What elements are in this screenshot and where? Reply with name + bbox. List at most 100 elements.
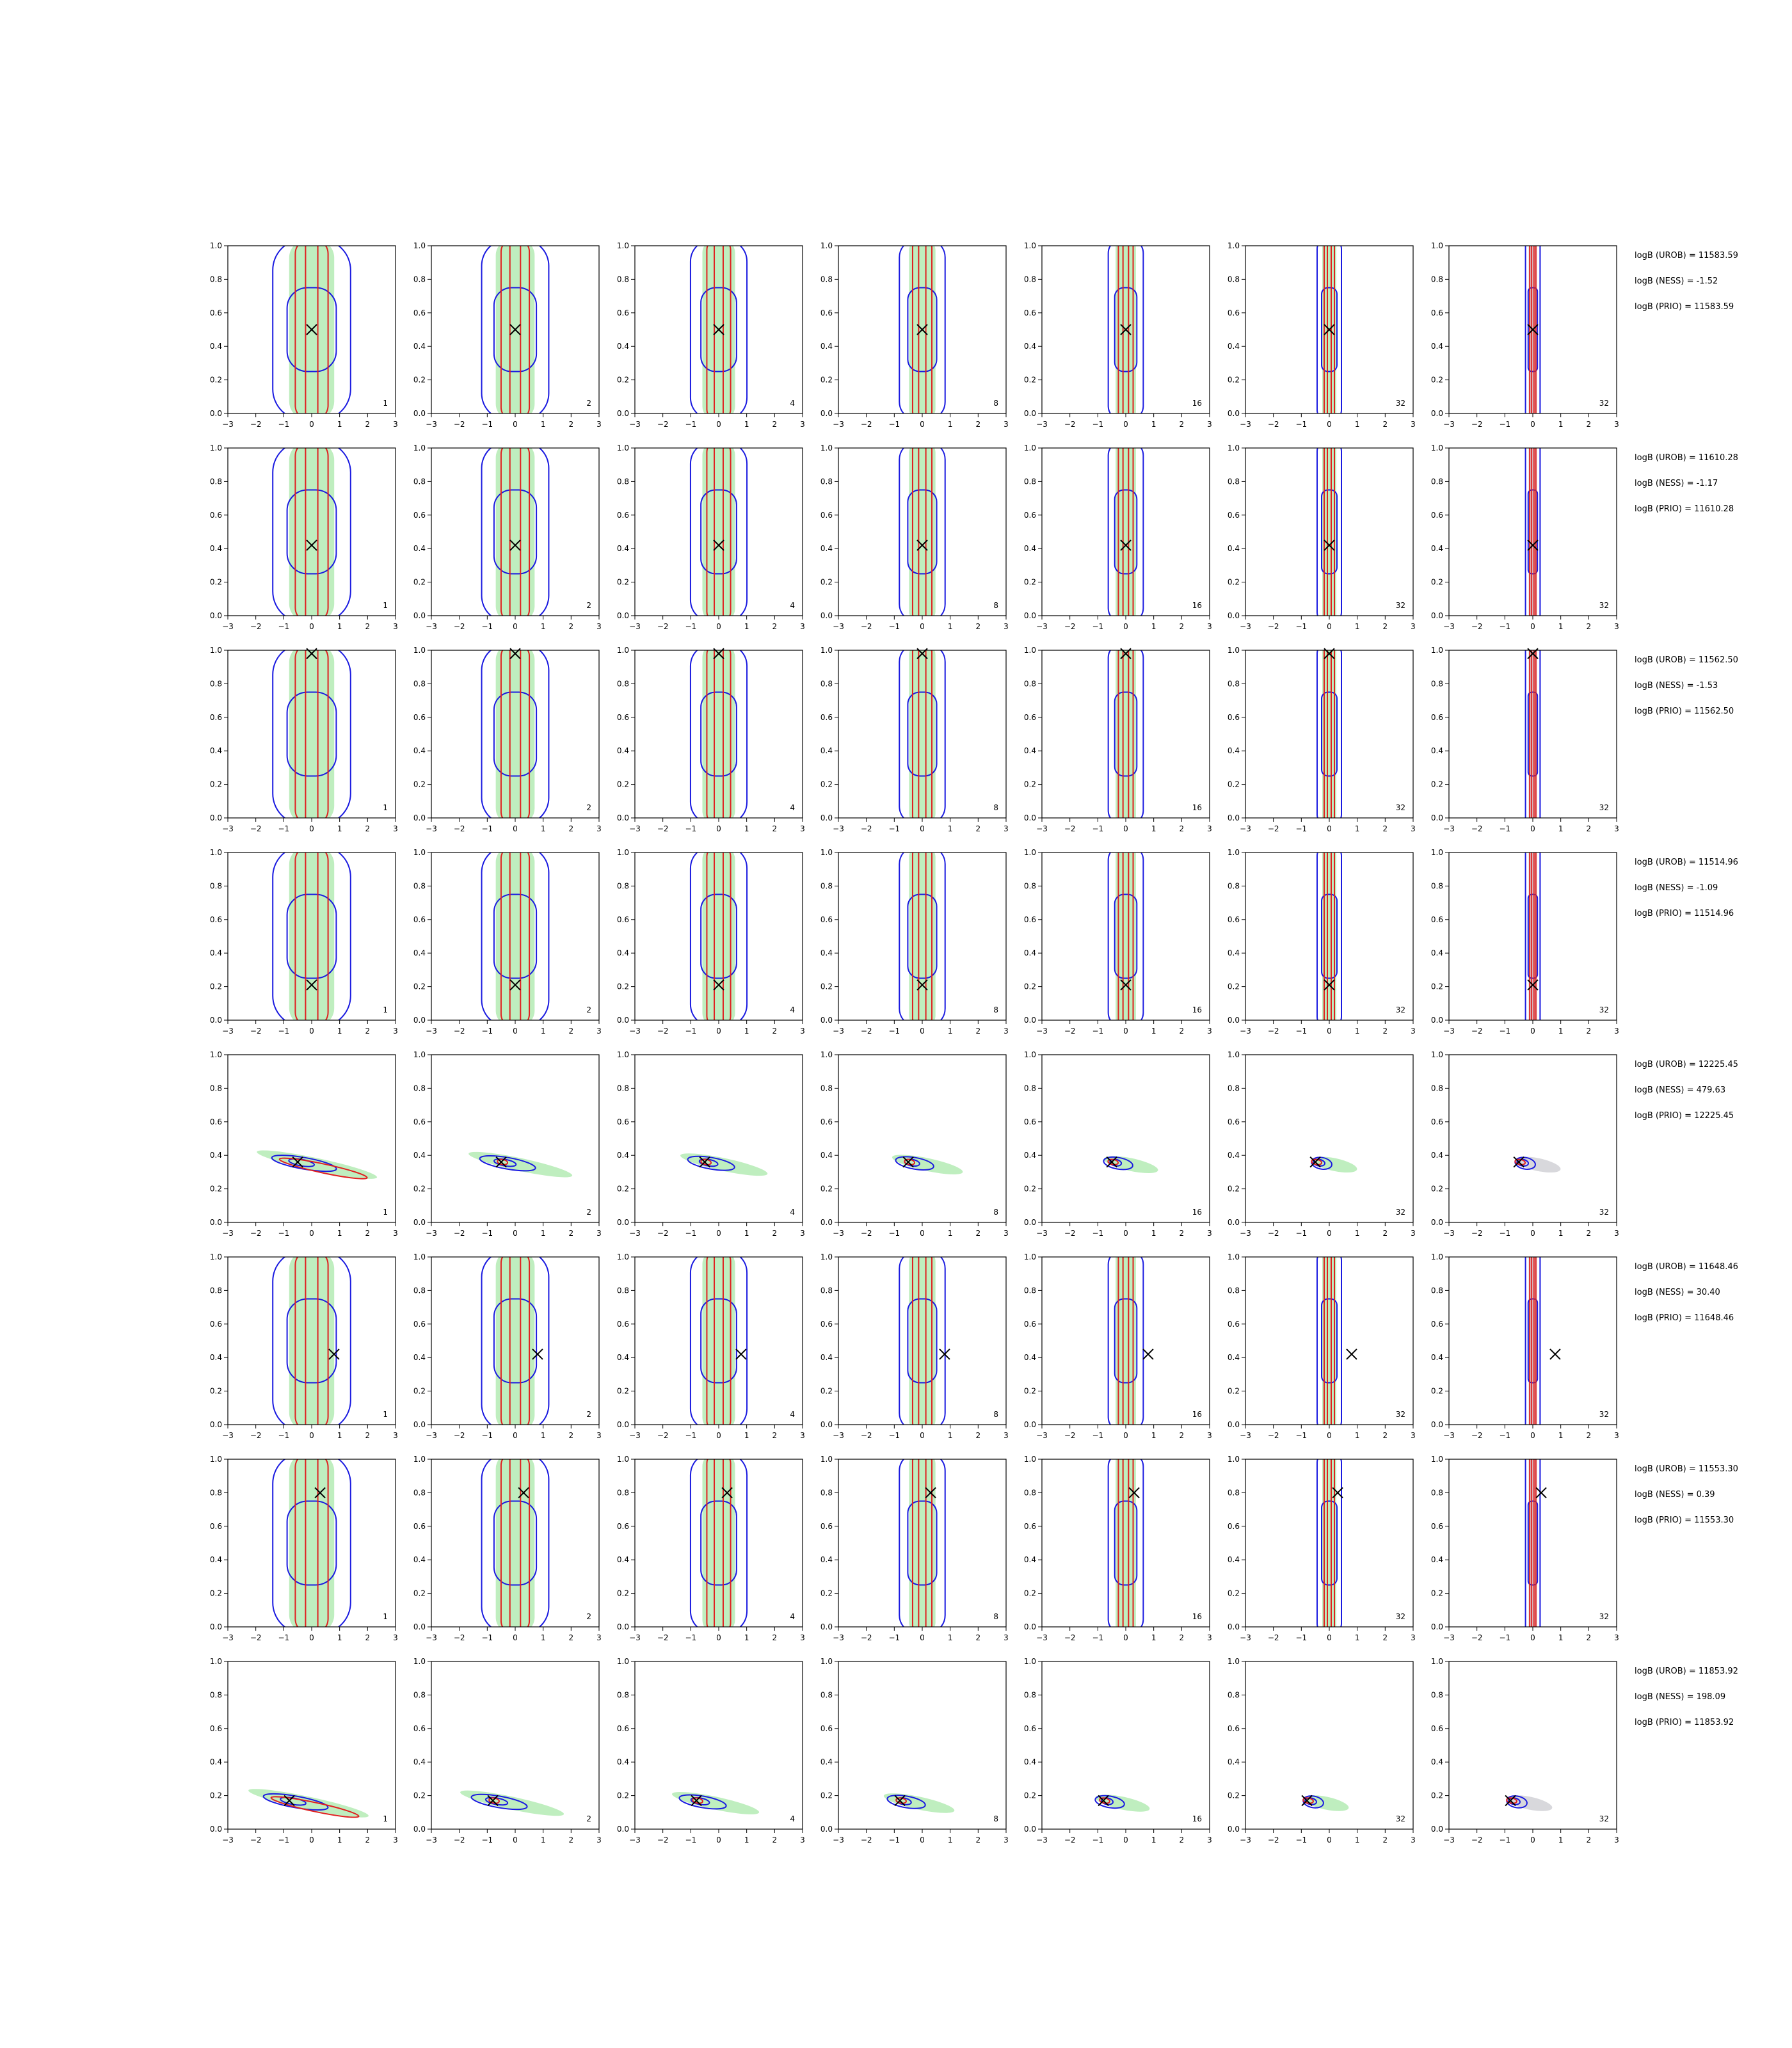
x-tick-label: −1 [278,420,289,429]
y-tick-label: 0.6 [1431,1320,1443,1329]
y-tick-label: 0.6 [617,915,629,924]
x-tick-label: 2 [772,824,778,833]
red-contour-inner [1327,448,1332,616]
x-tick-label: −3 [222,1229,234,1238]
x-tick-label: −2 [1471,1229,1483,1238]
logb-annotation: logB (NESS) = -1.53 [1635,681,1718,691]
y-tick-label: 0.2 [1431,1387,1443,1396]
red-contour-inner [509,1459,522,1627]
y-tick-label: 0.6 [617,1117,629,1126]
panel-count-label: 1 [383,1814,388,1823]
y-tick-label: 0.4 [617,1353,629,1362]
x-tick-label: −1 [481,1836,493,1844]
x-tick-label: −1 [888,622,900,631]
y-tick-label: 0.6 [210,713,222,722]
blue-contour-outer [481,1459,550,1627]
x-tick-label: 0 [716,420,721,429]
y-tick-label: 0.8 [413,477,426,486]
y-tick-label: 0.6 [1024,915,1036,924]
red-contour-inner [1122,246,1130,413]
blue-contour-inner [493,1500,538,1586]
y-tick-label: 0.0 [210,1825,222,1834]
plot-area [272,1459,351,1627]
blue-contour-outer [272,448,351,616]
y-tick-label: 0.4 [210,1353,222,1362]
red-contour-inner [1327,650,1332,818]
x-tick-label: −2 [1268,1633,1279,1642]
x-tick-label: −1 [481,1229,493,1238]
x-tick-label: −3 [1443,824,1455,833]
x-tick-label: 1 [1355,1229,1360,1238]
x-tick-label: 0 [920,1633,925,1642]
x-tick-label: −3 [1443,420,1455,429]
x-tick-label: 1 [744,1027,749,1036]
density-fill [883,1793,955,1813]
x-tick-label: 1 [1151,1229,1156,1238]
x-tick-label: 3 [1004,1836,1009,1844]
x-tick-label: −3 [1036,420,1048,429]
x-tick-label: 0 [513,824,518,833]
plot-area [272,1257,351,1425]
plot-area [460,1790,564,1816]
red-contour-inner [305,246,319,413]
truth-marker [284,1795,295,1807]
x-tick-label: 0 [309,622,314,631]
panel-count-label: 1 [383,1410,388,1419]
blue-contour-outer [1316,852,1342,1020]
panel-r2-c6: −3 −2 −1 0 1 2 3 0.0 0.2 0.4 0.6 0.8 1.0 32 [1228,444,1416,631]
y-tick-label: 0.4 [413,1151,426,1160]
truth-marker [916,540,928,551]
panel-count-label: 32 [1396,803,1405,812]
x-tick-label: 0 [716,622,721,631]
red-contour-outer [706,1257,732,1425]
x-tick-label: −3 [1443,622,1455,631]
red-contour-outer [1324,650,1335,818]
x-tick-label: 3 [1207,1836,1212,1844]
y-tick-label: 0.8 [1024,275,1036,284]
x-tick-label: 3 [1207,1229,1212,1238]
y-tick-label: 0.4 [617,1555,629,1564]
x-tick-label: 0 [309,1027,314,1036]
y-tick-label: 0.4 [617,1757,629,1766]
axes-frame [1448,1054,1617,1223]
x-tick-label: 3 [1004,420,1009,429]
blue-contour-inner [286,489,337,575]
x-tick-label: 2 [772,622,778,631]
x-tick-label: 0 [1123,1229,1128,1238]
x-tick-label: 3 [393,824,398,833]
x-tick-label: 0 [716,824,721,833]
red-contour-inner [1531,1257,1535,1425]
x-tick-label: −2 [861,824,872,833]
y-tick-label: 0.8 [1024,1084,1036,1092]
y-tick-label: 0.6 [413,713,426,722]
red-contour-outer [500,1257,531,1425]
x-tick-label: 3 [596,1836,602,1844]
x-tick-label: −3 [1240,1027,1251,1036]
density-fill [460,1790,564,1816]
red-contour-outer [1324,1459,1335,1627]
x-tick-label: 2 [1383,622,1388,631]
density-fill [495,448,535,616]
blue-contour-outer [271,1155,337,1172]
plot-area [1316,448,1342,616]
panel-count-label: 1 [383,1208,388,1217]
red-contour-outer [500,1459,531,1627]
blue-contour-outer [1524,246,1541,413]
x-tick-label: 1 [541,622,546,631]
plot-area [1107,1459,1144,1627]
logb-annotation: logB (UROB) = 12225.45 [1635,1060,1738,1069]
y-tick-label: 1.0 [210,848,222,857]
x-tick-label: 1 [541,1633,546,1642]
x-tick-label: 0 [1327,1229,1332,1238]
y-tick-label: 0.6 [413,1724,426,1733]
panel-count-label: 2 [586,1005,591,1014]
x-tick-label: −3 [1240,1836,1251,1844]
x-tick-label: 1 [337,1229,342,1238]
y-tick-label: 0.8 [1228,1084,1240,1092]
x-tick-label: −1 [278,824,289,833]
y-tick-label: 0.4 [617,544,629,553]
y-tick-label: 0.2 [617,376,629,385]
truth-marker [1098,1795,1109,1807]
y-tick-label: 0.8 [1024,881,1036,890]
blue-contour-inner [1114,287,1138,372]
